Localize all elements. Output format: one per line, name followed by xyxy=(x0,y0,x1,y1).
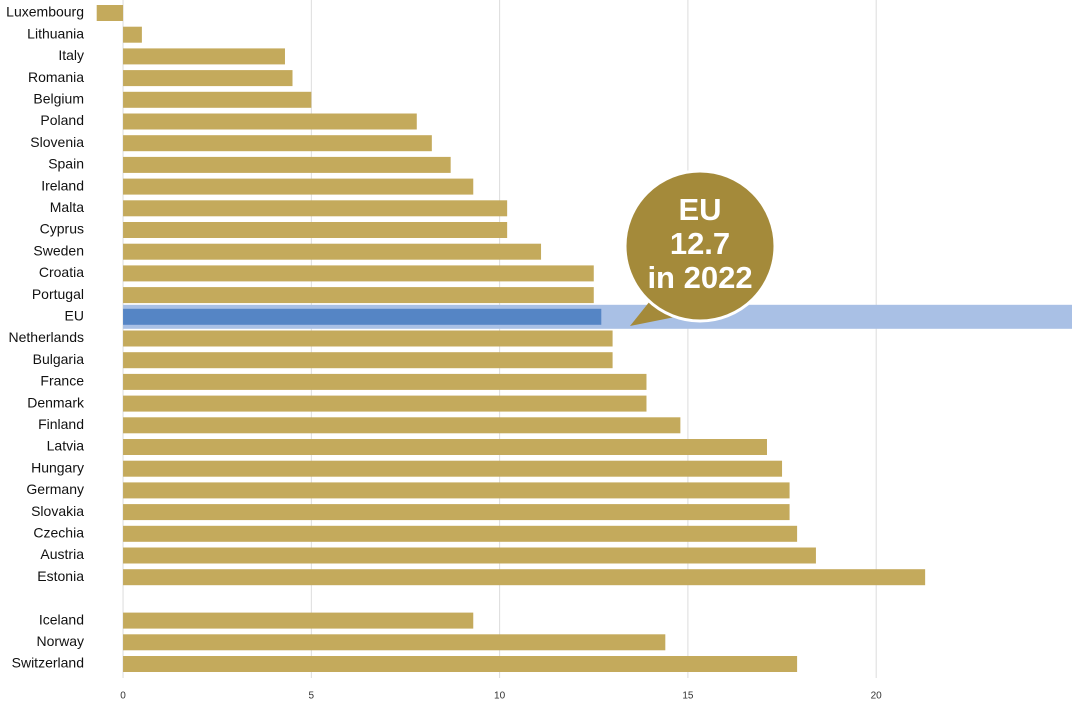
y-tick-label: Sweden xyxy=(33,242,84,258)
y-tick-label: Portugal xyxy=(32,286,84,302)
y-tick-label: Netherlands xyxy=(9,329,85,345)
bar xyxy=(123,48,285,64)
y-tick-label: Switzerland xyxy=(12,655,84,671)
y-tick-label: Hungary xyxy=(31,459,84,475)
y-tick-label: Germany xyxy=(26,481,84,497)
y-tick-label: Croatia xyxy=(39,264,84,280)
y-tick-label: Iceland xyxy=(39,611,84,627)
bar xyxy=(123,548,816,564)
y-tick-label: Austria xyxy=(40,546,84,562)
bar xyxy=(123,287,594,303)
y-tick-label: Italy xyxy=(58,47,84,63)
bar xyxy=(123,27,142,43)
bar xyxy=(123,656,797,672)
bar xyxy=(123,504,790,520)
bar xyxy=(123,613,473,629)
bar xyxy=(123,135,432,151)
annotation-text: 12.7 xyxy=(670,226,730,261)
annotation-text: EU xyxy=(678,192,721,227)
y-tick-label: Romania xyxy=(28,69,84,85)
bar xyxy=(123,569,925,585)
y-tick-label: Norway xyxy=(37,633,84,649)
y-tick-label: Malta xyxy=(50,199,84,215)
bar xyxy=(123,157,451,173)
bar xyxy=(123,70,292,86)
x-tick-label: 20 xyxy=(871,691,883,702)
y-tick-label: France xyxy=(40,373,84,389)
y-tick-label: Cyprus xyxy=(40,221,84,237)
y-tick-label: Latvia xyxy=(47,438,85,454)
bar xyxy=(123,634,665,650)
bar xyxy=(123,92,311,108)
y-tick-label: Belgium xyxy=(33,91,84,107)
bar xyxy=(123,482,790,498)
bar xyxy=(123,331,613,347)
y-tick-label: Bulgaria xyxy=(33,351,85,367)
x-tick-label: 15 xyxy=(682,691,694,702)
annotation-text: in 2022 xyxy=(647,260,752,295)
bar xyxy=(123,244,541,260)
bar xyxy=(123,526,797,542)
bar xyxy=(123,461,782,477)
bar xyxy=(123,265,594,281)
x-tick-label: 5 xyxy=(309,691,315,702)
bar xyxy=(123,200,507,216)
y-tick-label: Lithuania xyxy=(27,25,84,41)
x-tick-label: 0 xyxy=(120,691,126,702)
bar xyxy=(123,309,601,325)
bar xyxy=(123,439,767,455)
y-tick-label: Slovakia xyxy=(31,503,84,519)
bar xyxy=(123,417,680,433)
bar xyxy=(97,5,123,21)
chart: 0 5 10 15 20 Luxembourg Lithuania Italy Romania B… xyxy=(0,0,1072,702)
y-tick-label: EU xyxy=(65,308,84,324)
bar xyxy=(123,222,507,238)
bar xyxy=(123,352,613,368)
y-tick-label: Estonia xyxy=(37,568,84,584)
y-tick-label: Denmark xyxy=(27,394,85,410)
bar xyxy=(123,396,646,412)
y-tick-label: Poland xyxy=(40,112,84,128)
y-tick-label: Slovenia xyxy=(30,134,84,150)
x-tick-label: 10 xyxy=(494,691,506,702)
y-tick-label: Spain xyxy=(48,156,84,172)
y-tick-label: Luxembourg xyxy=(6,4,84,20)
y-tick-label: Finland xyxy=(38,416,84,432)
y-tick-label: Ireland xyxy=(41,177,84,193)
bar xyxy=(123,179,473,195)
bar xyxy=(123,114,417,130)
bar xyxy=(123,374,646,390)
y-tick-label: Czechia xyxy=(33,525,84,541)
